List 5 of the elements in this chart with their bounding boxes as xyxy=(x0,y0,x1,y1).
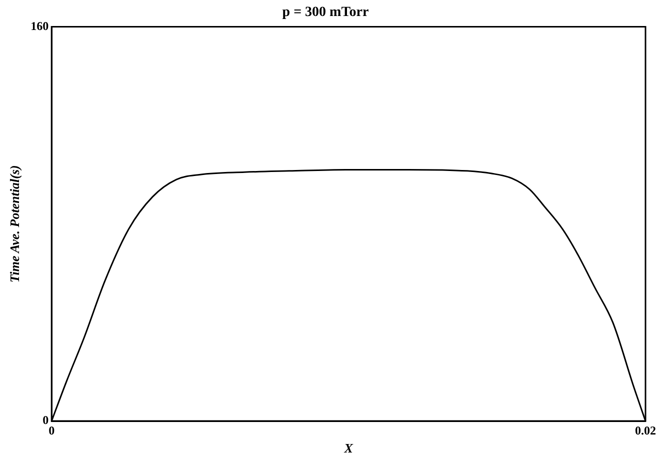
y-tick-label: 160 xyxy=(30,18,49,33)
x-tick-label: 0.02 xyxy=(635,423,656,438)
chart-title: p = 300 mTorr xyxy=(282,5,369,20)
x-axis-title: X xyxy=(343,440,354,456)
y-axis-title: Time Ave. Potential(s) xyxy=(7,165,22,283)
